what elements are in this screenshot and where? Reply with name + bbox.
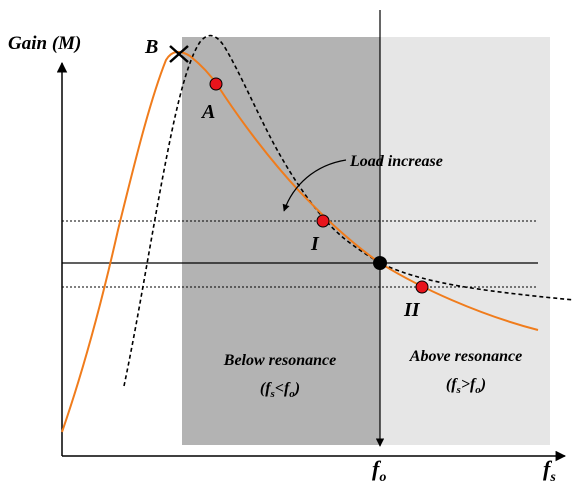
point-i-marker	[316, 214, 330, 228]
peak-b-marker	[169, 45, 189, 63]
x-axis-label: fs	[543, 456, 556, 485]
below-resonance-region	[182, 37, 380, 445]
point-ii-label: II	[403, 299, 421, 321]
point-b-label: B	[144, 36, 158, 58]
above-resonance-condition: (fs>fo)	[446, 376, 486, 396]
above-resonance-title: Above resonance	[409, 348, 522, 365]
resonance-point-marker	[373, 256, 387, 270]
point-ii-marker	[415, 280, 429, 294]
light-load-gain-curve	[123, 34, 574, 387]
below-resonance-condition: (fs<fo)	[260, 380, 300, 400]
below-resonance-title: Below resonance	[223, 352, 336, 369]
point-i-label: I	[310, 233, 320, 255]
load-increase-arrow	[282, 159, 347, 212]
y-axis-label: Gain (M)	[8, 33, 81, 54]
resonance-frequency-label: fo	[372, 456, 386, 485]
point-a-label: A	[200, 101, 215, 123]
load-increase-label: Load increase	[349, 153, 443, 170]
point-a-marker	[209, 77, 223, 91]
above-resonance-region	[380, 37, 550, 445]
